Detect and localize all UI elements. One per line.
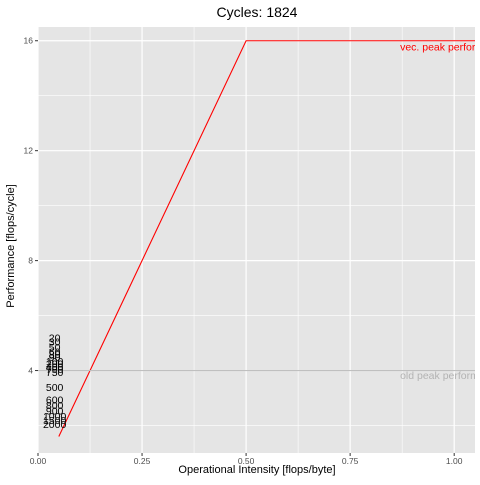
point-label: 200: [46, 359, 64, 371]
point-label: 100: [46, 356, 64, 368]
point-label: 80: [49, 349, 61, 361]
point-label: 20: [49, 333, 61, 345]
point-label: 1000: [43, 411, 67, 423]
point-label: 700: [46, 364, 64, 376]
point-label: 800: [46, 400, 64, 412]
x-tick-label: 0.00: [30, 456, 47, 466]
x-tick-label: 1.00: [446, 456, 463, 466]
x-tick-label: 0.75: [342, 456, 359, 466]
series-layer: [38, 40, 475, 437]
y-tick-label: 16: [24, 36, 34, 46]
point-label: 500: [46, 382, 64, 394]
point-label: 900: [46, 405, 64, 417]
minor-grid: [38, 27, 475, 453]
y-tick-label: 8: [28, 256, 33, 266]
plot-panel: [38, 27, 475, 453]
annotation-label: old peak performance: [400, 370, 480, 382]
point-label: 90: [49, 352, 61, 364]
point-label: 1500: [43, 415, 67, 427]
point-label: 400: [46, 361, 64, 373]
y-tick-label: 4: [28, 366, 33, 376]
point-label: 60: [49, 346, 61, 358]
y-tick-label: 12: [24, 146, 34, 156]
point-label: 750: [46, 367, 64, 379]
point-label: 30: [49, 337, 61, 349]
series-line-1: [58, 40, 475, 437]
annotation-label: vec. peak performance: [400, 41, 480, 53]
x-axis-title: Operational Intensity [flops/byte]: [178, 464, 335, 476]
chart-title: Cycles: 1824: [217, 4, 298, 20]
x-tick-label: 0.50: [238, 456, 255, 466]
x-axis: 0.00 0.25 0.50 0.75 1.00: [30, 453, 463, 466]
x-tick-label: 0.25: [134, 456, 151, 466]
point-label: 50: [49, 342, 61, 354]
point-label: 2000: [43, 419, 67, 431]
y-axis-title: Performance [flops/cycle]: [5, 184, 17, 308]
point-label: 600: [46, 394, 64, 406]
y-axis: 4 8 12 16: [24, 36, 38, 376]
annotation-layer: vec. peak performance old peak performanc…: [400, 41, 480, 382]
